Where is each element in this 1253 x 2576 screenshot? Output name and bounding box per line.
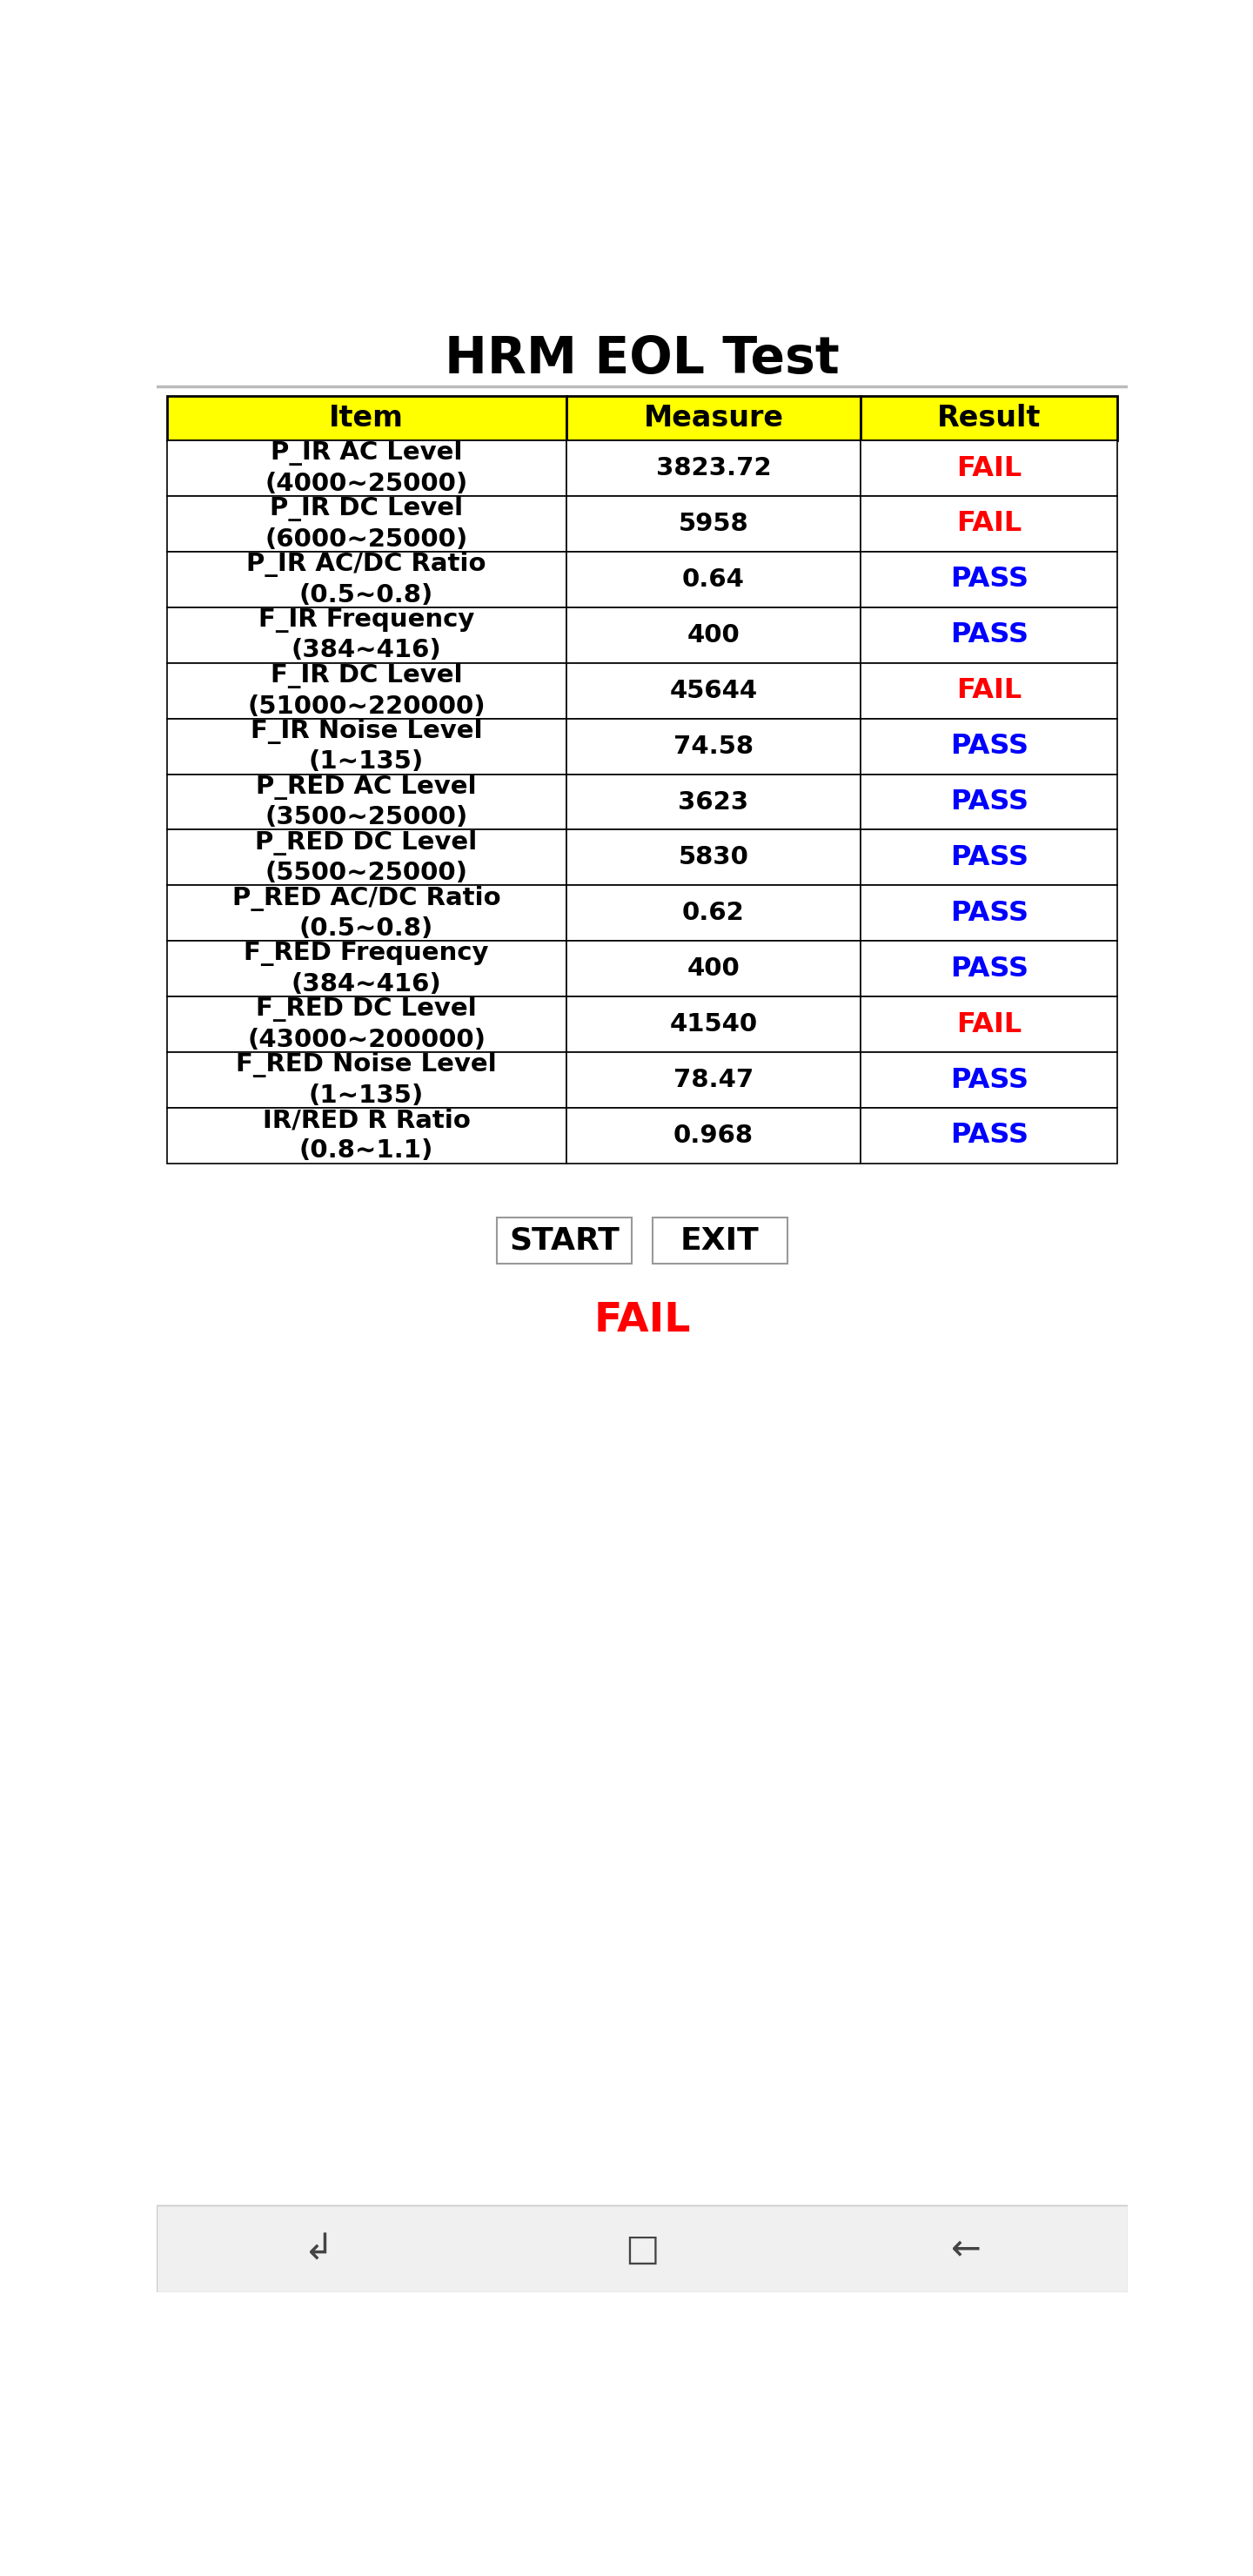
Bar bbox=[861, 397, 1118, 440]
Text: FAIL: FAIL bbox=[956, 677, 1022, 703]
Bar bbox=[566, 551, 861, 608]
Bar bbox=[167, 1108, 566, 1164]
Bar bbox=[566, 829, 861, 886]
Text: 0.968: 0.968 bbox=[673, 1123, 753, 1149]
Bar bbox=[653, 1216, 787, 1265]
Text: FAIL: FAIL bbox=[594, 1301, 690, 1340]
Text: □: □ bbox=[625, 2231, 659, 2267]
Bar bbox=[167, 719, 566, 775]
Text: FAIL: FAIL bbox=[956, 456, 1022, 482]
Bar bbox=[167, 440, 566, 497]
Text: P_IR AC Level
(4000~25000): P_IR AC Level (4000~25000) bbox=[264, 440, 467, 497]
Text: Item: Item bbox=[330, 404, 403, 433]
Text: ←: ← bbox=[951, 2231, 981, 2267]
Text: PASS: PASS bbox=[950, 1123, 1029, 1149]
Bar bbox=[861, 1108, 1118, 1164]
Text: 74.58: 74.58 bbox=[673, 734, 753, 757]
Bar bbox=[497, 1216, 632, 1265]
Text: IR/RED R Ratio
(0.8~1.1): IR/RED R Ratio (0.8~1.1) bbox=[262, 1108, 470, 1162]
Text: 0.64: 0.64 bbox=[682, 567, 744, 592]
Text: PASS: PASS bbox=[950, 956, 1029, 981]
Text: ↲: ↲ bbox=[303, 2231, 333, 2267]
Text: PASS: PASS bbox=[950, 788, 1029, 817]
Bar bbox=[167, 886, 566, 940]
Text: 5958: 5958 bbox=[678, 513, 748, 536]
Text: HRM EOL Test: HRM EOL Test bbox=[445, 335, 840, 384]
Bar bbox=[861, 497, 1118, 551]
Text: 41540: 41540 bbox=[669, 1012, 758, 1036]
Bar bbox=[167, 940, 566, 997]
Text: 400: 400 bbox=[687, 623, 741, 647]
Text: P_IR DC Level
(6000~25000): P_IR DC Level (6000~25000) bbox=[264, 497, 467, 551]
Bar bbox=[861, 829, 1118, 886]
Text: PASS: PASS bbox=[950, 845, 1029, 871]
Text: 400: 400 bbox=[687, 956, 741, 981]
Bar bbox=[167, 397, 566, 440]
Bar bbox=[861, 940, 1118, 997]
Bar bbox=[566, 608, 861, 662]
Text: 45644: 45644 bbox=[669, 677, 758, 703]
Text: FAIL: FAIL bbox=[956, 510, 1022, 538]
Bar bbox=[566, 886, 861, 940]
Bar bbox=[861, 608, 1118, 662]
Text: 3623: 3623 bbox=[678, 791, 749, 814]
Bar bbox=[861, 886, 1118, 940]
Bar bbox=[861, 1051, 1118, 1108]
Text: PASS: PASS bbox=[950, 899, 1029, 927]
Text: P_RED AC/DC Ratio
(0.5~0.8): P_RED AC/DC Ratio (0.5~0.8) bbox=[232, 886, 501, 940]
Bar bbox=[167, 608, 566, 662]
Text: PASS: PASS bbox=[950, 621, 1029, 649]
Bar bbox=[861, 440, 1118, 497]
Bar bbox=[566, 719, 861, 775]
Text: EXIT: EXIT bbox=[680, 1226, 759, 1255]
Bar bbox=[566, 440, 861, 497]
Bar bbox=[566, 997, 861, 1051]
Text: START: START bbox=[510, 1226, 620, 1255]
Text: F_IR DC Level
(51000~220000): F_IR DC Level (51000~220000) bbox=[247, 662, 485, 719]
Bar bbox=[861, 775, 1118, 829]
Text: 5830: 5830 bbox=[678, 845, 748, 871]
Bar bbox=[167, 829, 566, 886]
Text: F_RED Frequency
(384~416): F_RED Frequency (384~416) bbox=[244, 943, 489, 997]
Bar bbox=[566, 497, 861, 551]
Text: FAIL: FAIL bbox=[956, 1010, 1022, 1038]
Text: PASS: PASS bbox=[950, 567, 1029, 592]
Text: PASS: PASS bbox=[950, 734, 1029, 760]
Text: 0.62: 0.62 bbox=[683, 902, 744, 925]
Text: P_RED DC Level
(5500~25000): P_RED DC Level (5500~25000) bbox=[256, 829, 477, 886]
Bar bbox=[566, 662, 861, 719]
Text: F_RED DC Level
(43000~200000): F_RED DC Level (43000~200000) bbox=[247, 997, 486, 1051]
Bar bbox=[566, 775, 861, 829]
Bar bbox=[566, 940, 861, 997]
Bar bbox=[566, 1108, 861, 1164]
Text: F_IR Noise Level
(1~135): F_IR Noise Level (1~135) bbox=[251, 719, 482, 773]
Bar bbox=[861, 662, 1118, 719]
Text: 3823.72: 3823.72 bbox=[655, 456, 771, 482]
Bar bbox=[167, 1051, 566, 1108]
Text: F_RED Noise Level
(1~135): F_RED Noise Level (1~135) bbox=[236, 1054, 497, 1108]
Bar bbox=[861, 719, 1118, 775]
Bar bbox=[167, 551, 566, 608]
Text: 78.47: 78.47 bbox=[673, 1069, 753, 1092]
Bar bbox=[861, 551, 1118, 608]
Text: Result: Result bbox=[937, 404, 1041, 433]
Bar bbox=[157, 2205, 1128, 2293]
Bar bbox=[566, 1051, 861, 1108]
Bar bbox=[167, 775, 566, 829]
Bar bbox=[167, 662, 566, 719]
Bar bbox=[861, 997, 1118, 1051]
Text: F_IR Frequency
(384~416): F_IR Frequency (384~416) bbox=[258, 608, 475, 662]
Bar bbox=[167, 497, 566, 551]
Text: P_RED AC Level
(3500~25000): P_RED AC Level (3500~25000) bbox=[256, 775, 476, 829]
Bar bbox=[167, 997, 566, 1051]
Bar bbox=[566, 397, 861, 440]
Text: P_IR AC/DC Ratio
(0.5~0.8): P_IR AC/DC Ratio (0.5~0.8) bbox=[247, 551, 486, 608]
Text: Measure: Measure bbox=[644, 404, 783, 433]
Text: PASS: PASS bbox=[950, 1066, 1029, 1095]
